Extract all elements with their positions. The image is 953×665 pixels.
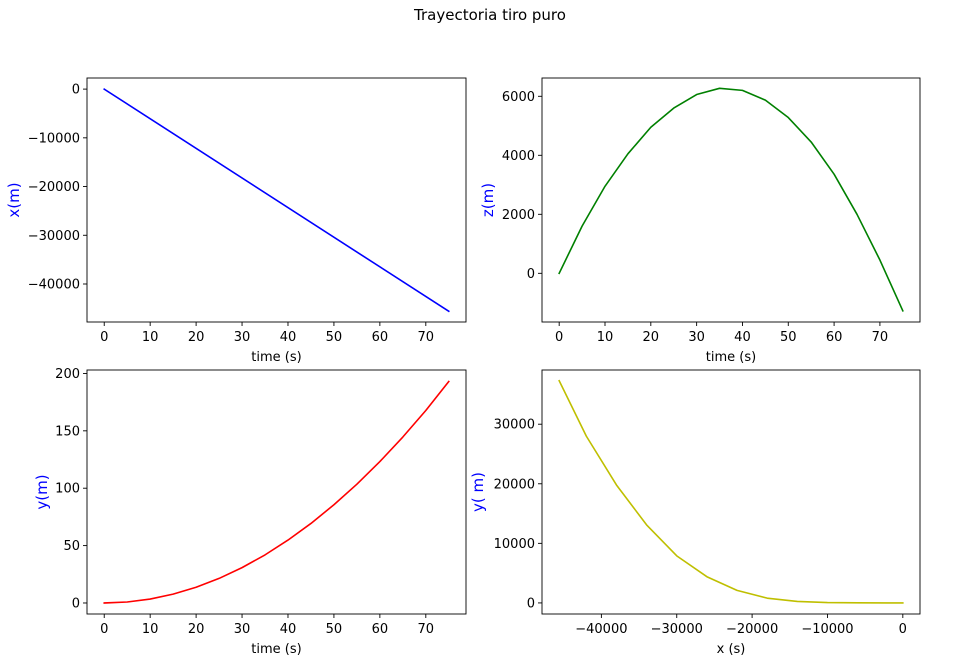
y-tick-label: 10000 — [494, 537, 535, 552]
x-tick-label: 50 — [326, 330, 343, 345]
y-tick-label: 4000 — [502, 149, 535, 164]
y-tick-label: 0 — [72, 83, 80, 98]
x-tick-label: 30 — [234, 622, 251, 637]
y-tick-label: 0 — [527, 596, 535, 611]
y-tick-label: −20000 — [28, 180, 80, 195]
y-tick-label: 150 — [55, 424, 80, 439]
x-tick-label: 50 — [780, 330, 797, 345]
x-tick-label: 20 — [188, 330, 205, 345]
x-tick-label: 60 — [372, 622, 389, 637]
series-line-4-1 — [558, 379, 904, 604]
x-tick-label: 40 — [280, 330, 297, 345]
axes-frame — [541, 369, 921, 615]
y-tick-label: 20000 — [494, 477, 535, 492]
x-tick-label: 70 — [418, 622, 435, 637]
subplot-3: 0 10 20 30 40 50 60 70 0 50 100 150 200 time (s) y(m) — [33, 367, 467, 657]
subplot-1: 0 10 20 30 40 50 60 70 0 −10000 −20000 −30000 −40000… — [5, 77, 467, 365]
x-tick-label: 70 — [418, 330, 435, 345]
x-axis-label: time (s) — [251, 642, 301, 657]
x-tick-label: 60 — [372, 330, 389, 345]
subplot-4: −40000 −30000 −20000 −10000 0 0 10000 20000 3000… — [469, 369, 921, 657]
axes-frame — [86, 369, 467, 615]
x-tick-label: 10 — [142, 622, 159, 637]
x-tick-label: 10 — [142, 330, 159, 345]
x-tick-label: 0 — [100, 330, 108, 345]
x-tick-label: −40000 — [575, 622, 627, 637]
y-tick-label: −40000 — [28, 277, 80, 292]
axes-frame — [86, 77, 467, 323]
x-tick-label: 60 — [826, 330, 843, 345]
y-axis-label: x(m) — [5, 182, 23, 217]
y-tick-label: 6000 — [502, 90, 535, 105]
subplots: 0 10 20 30 40 50 60 700−10000−20000−30000−40000… — [5, 77, 921, 657]
x-axis-label: time (s) — [251, 350, 301, 365]
x-tick-label: 0 — [100, 622, 108, 637]
x-axis-label: time (s) — [706, 350, 756, 365]
x-tick-label: −30000 — [651, 622, 703, 637]
subplot-2: 0 10 20 30 40 50 60 70 0 2000 4000 6000 time (s) z(m) — [479, 77, 921, 365]
x-tick-label: 0 — [555, 330, 563, 345]
series-line-3-1 — [103, 380, 450, 604]
y-tick-label: 30000 — [494, 418, 535, 433]
y-axis-label: y( m) — [469, 472, 487, 512]
x-tick-label: 20 — [188, 622, 205, 637]
x-tick-label: 0 — [899, 622, 907, 637]
x-tick-label: 30 — [234, 330, 251, 345]
series-line-1-1 — [103, 88, 450, 313]
x-tick-label: −20000 — [726, 622, 778, 637]
x-tick-label: 30 — [688, 330, 705, 345]
x-tick-label: 20 — [643, 330, 660, 345]
y-axis-label: y(m) — [33, 474, 51, 509]
x-tick-label: 40 — [734, 330, 751, 345]
y-tick-label: 100 — [55, 482, 80, 497]
y-tick-label: 50 — [63, 539, 80, 554]
y-tick-label: 0 — [72, 596, 80, 611]
y-axis-label: z(m) — [479, 183, 497, 217]
y-tick-label: −30000 — [28, 229, 80, 244]
series-line-2-1 — [558, 87, 904, 312]
y-tick-label: −10000 — [28, 131, 80, 146]
axes-frame — [541, 77, 921, 323]
x-axis-label: x (s) — [717, 642, 746, 657]
x-tick-label: −10000 — [801, 622, 853, 637]
x-tick-label: 50 — [326, 622, 343, 637]
y-tick-label: 2000 — [502, 208, 535, 223]
x-tick-label: 10 — [597, 330, 614, 345]
x-tick-label: 70 — [872, 330, 889, 345]
y-tick-label: 0 — [527, 267, 535, 282]
y-tick-label: 200 — [55, 367, 80, 382]
figure-suptitle: Trayectoria tiro puro — [413, 6, 566, 24]
x-tick-label: 40 — [280, 622, 297, 637]
